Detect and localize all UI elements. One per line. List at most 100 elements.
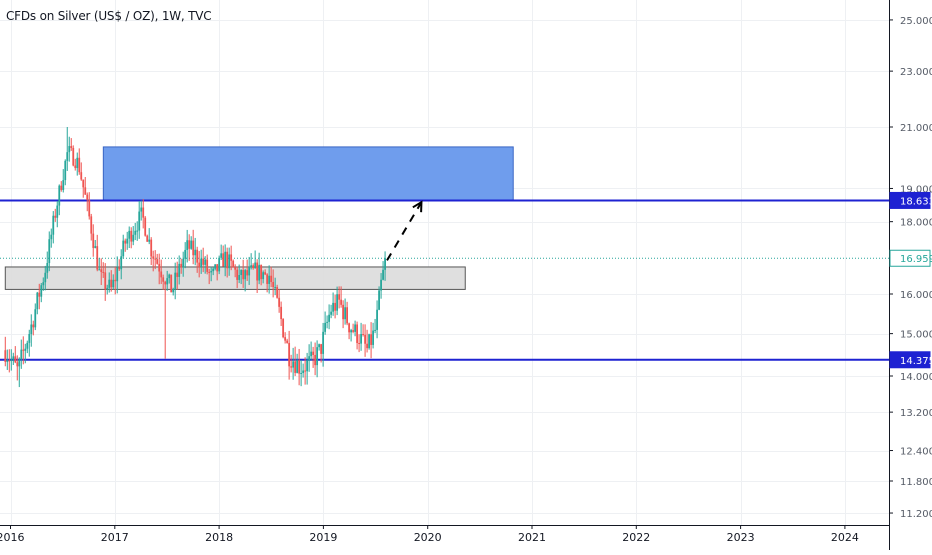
candle-body (266, 274, 269, 284)
candle-body (22, 349, 25, 351)
price-label-box (889, 351, 931, 369)
candle-body (86, 194, 89, 200)
candle-body (134, 230, 137, 235)
y-tick-label: 16.000 (900, 290, 932, 301)
candle-body (284, 337, 287, 341)
price-label-box (889, 249, 931, 267)
candle-body (318, 344, 321, 348)
candle-body (384, 258, 386, 270)
candles (4, 127, 386, 388)
candle-body (58, 185, 61, 206)
candle-body (40, 285, 43, 297)
y-tick-label: 19.000 (900, 184, 932, 195)
y-tick-label: 12.400 (900, 447, 932, 458)
level-lines (0, 199, 889, 361)
candle-body (80, 172, 83, 180)
candle-body (108, 279, 111, 288)
candle-body (78, 157, 81, 173)
candle-body (84, 187, 87, 195)
candle-body (220, 253, 223, 258)
candle-body (90, 216, 93, 234)
candle-body (368, 334, 370, 349)
candle-body (348, 323, 350, 333)
candle-body (20, 349, 23, 360)
x-tick-label: 2018 (205, 531, 233, 544)
candle-body (274, 287, 277, 289)
candle-body (62, 180, 65, 190)
candle-body (372, 330, 374, 345)
candle-body (76, 157, 79, 169)
candle-body (316, 347, 319, 366)
candle-body (246, 270, 249, 276)
y-tick-label: 11.800 (900, 477, 932, 488)
candle-body (296, 360, 299, 373)
candle-body (14, 356, 17, 363)
candle-body (44, 272, 47, 283)
grid (0, 0, 889, 525)
candle-body (222, 253, 225, 267)
candle-body (198, 262, 201, 268)
candle-body (150, 239, 153, 257)
candle-body (326, 321, 329, 323)
x-tick-label: 2023 (727, 531, 755, 544)
candle-body (60, 185, 63, 190)
candle-body (170, 274, 173, 293)
projection-arrow-line (386, 201, 423, 261)
candle-body (46, 263, 49, 273)
candle-body (142, 207, 145, 218)
candle-body (136, 230, 139, 232)
candle-body (306, 360, 309, 372)
candle-body (6, 360, 9, 362)
candle-body (26, 342, 29, 349)
x-tick-label: 2016 (0, 531, 25, 544)
candle-body (38, 292, 41, 297)
candle-body (356, 324, 358, 344)
candle-body (278, 297, 281, 307)
candle-body (118, 267, 121, 270)
candle-body (156, 259, 159, 264)
candle-body (66, 152, 69, 161)
candle-body (370, 334, 372, 345)
candle-body (188, 240, 191, 249)
zones (4, 146, 514, 290)
candle-body (310, 351, 313, 357)
x-tick-label: 2022 (622, 531, 650, 544)
time-axis-bg (0, 525, 889, 550)
y-tick-label: 15.000 (900, 330, 932, 341)
candle-body (244, 270, 247, 280)
candle-body (72, 147, 75, 166)
candle-body (218, 257, 221, 272)
candle-body (230, 254, 233, 261)
candle-body (294, 361, 297, 373)
candle-body (350, 330, 352, 333)
candle-body (56, 205, 59, 218)
candle-body (290, 366, 293, 368)
y-tick-label: 11.200 (900, 509, 932, 520)
price-label-box (889, 191, 931, 209)
candle-body (322, 331, 325, 354)
candle-body (10, 359, 13, 361)
candle-body (190, 240, 193, 249)
candle-body (308, 356, 311, 361)
candle-body (256, 262, 259, 281)
candle-body (160, 271, 163, 278)
candle-body (184, 249, 187, 259)
candle-body (378, 290, 380, 310)
candle-body (240, 269, 243, 276)
candle-body (96, 246, 99, 270)
candle-body (4, 350, 7, 362)
candle-body (174, 272, 177, 289)
candle-body (254, 262, 257, 269)
candle-body (224, 251, 227, 267)
candle-body (366, 343, 368, 349)
candle-body (182, 258, 185, 268)
y-tick-label: 18.000 (900, 218, 932, 229)
projection-arrowhead (412, 200, 423, 213)
candle-body (298, 360, 301, 374)
candle-body (258, 264, 261, 281)
x-tick-label: 2019 (309, 531, 337, 544)
candle-body (18, 359, 21, 367)
